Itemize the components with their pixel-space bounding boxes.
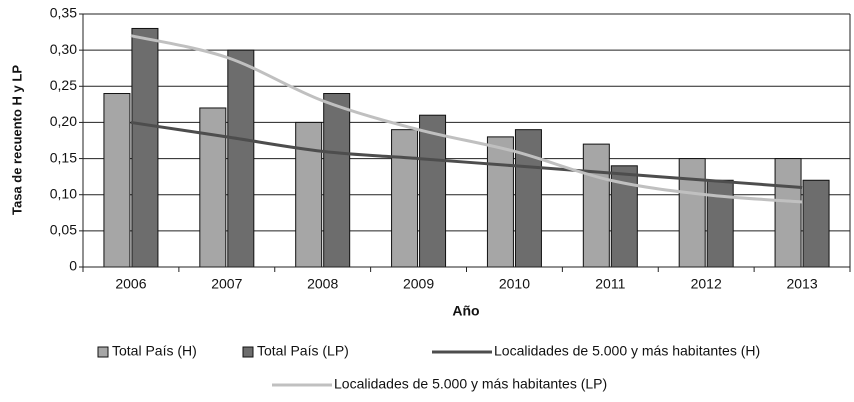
x-tick-label: 2013 [786,276,817,292]
bar [706,179,734,268]
bar [103,93,131,268]
bar [295,121,323,268]
x-tick-label: 2009 [403,276,434,292]
bar [391,129,419,268]
bar [227,49,255,268]
x-tick-label: 2008 [307,276,338,292]
legend-label: Total País (H) [112,343,197,359]
y-tick-label: 0,10 [50,185,77,201]
bar [323,93,351,268]
x-tick-label: 2011 [595,276,625,292]
legend-label: Total País (LP) [257,343,349,359]
y-tick-label: 0,05 [50,222,77,238]
line [130,120,803,189]
y-axis-label: Tasa de recuento H y LP [9,65,24,215]
y-tick-label: 0,35 [50,5,77,21]
bar [678,158,706,268]
line [130,34,803,204]
legend-swatch [242,346,254,358]
y-tick-label: 0,30 [50,41,77,57]
bar [419,114,447,268]
bar [486,136,514,268]
bar [774,158,802,268]
y-tick-label: 0,25 [50,77,77,93]
x-tick-label: 2012 [691,276,722,292]
y-tick-label: 0,15 [50,149,77,165]
x-tick-label: 2010 [499,276,530,292]
bar [514,129,542,268]
bar [802,179,830,268]
y-tick-label: 0 [69,258,77,274]
legend-label: Localidades de 5.000 y más habitantes (H… [494,343,760,359]
bar [199,107,227,268]
bar [582,143,610,268]
x-axis-label: Año [452,303,479,319]
x-tick-label: 2006 [115,276,146,292]
y-tick-label: 0,20 [50,113,77,129]
legend-swatch [97,346,109,358]
bar [131,27,159,268]
x-tick-label: 2007 [211,276,242,292]
legend-label: Localidades de 5.000 y más habitantes (L… [334,376,607,392]
